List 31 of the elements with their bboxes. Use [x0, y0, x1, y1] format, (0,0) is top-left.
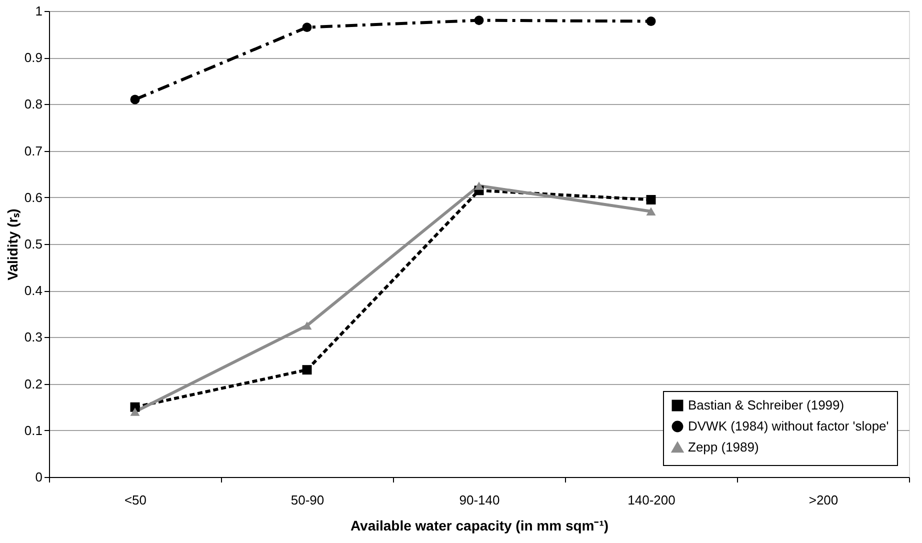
legend-label: DVWK (1984) without factor 'slope': [688, 418, 889, 434]
point: [302, 321, 312, 330]
point: [474, 182, 484, 190]
x-tick-label: 50-90: [290, 492, 324, 508]
legend-label: Bastian & Schreiber (1999): [688, 398, 844, 412]
x-tick-label: >200: [808, 492, 838, 508]
legend-label: Zepp (1989): [688, 440, 759, 454]
point: [646, 194, 656, 204]
x-axis-title: Available water capacity (in mm sqm⁻¹): [350, 518, 609, 534]
y-tick-label: 0.5: [24, 236, 42, 252]
point: [130, 94, 140, 104]
point: [646, 16, 656, 26]
y-tick-label: 1: [35, 4, 42, 18]
y-tick-label: 0.4: [24, 283, 42, 298]
point: [646, 207, 656, 216]
y-tick-label: 0.1: [24, 422, 42, 438]
point: [474, 16, 484, 26]
point: [302, 22, 312, 32]
y-tick-label: 0.8: [24, 96, 42, 112]
y-axis-title: Validity (rₛ): [4, 208, 20, 280]
y-tick-label: 0: [35, 470, 42, 484]
y-tick-label: 0.3: [24, 330, 42, 345]
y-tick-label: 0.6: [24, 190, 42, 205]
y-tick-label: 0.7: [24, 143, 42, 158]
y-tick-label: 0.9: [24, 50, 42, 66]
point: [302, 365, 312, 375]
x-tick-label: 90-140: [459, 492, 500, 508]
y-tick-label: 0.2: [24, 376, 42, 392]
x-tick-label: 140-200: [628, 492, 676, 508]
point: [130, 408, 140, 416]
x-tick-label: <50: [124, 492, 147, 508]
